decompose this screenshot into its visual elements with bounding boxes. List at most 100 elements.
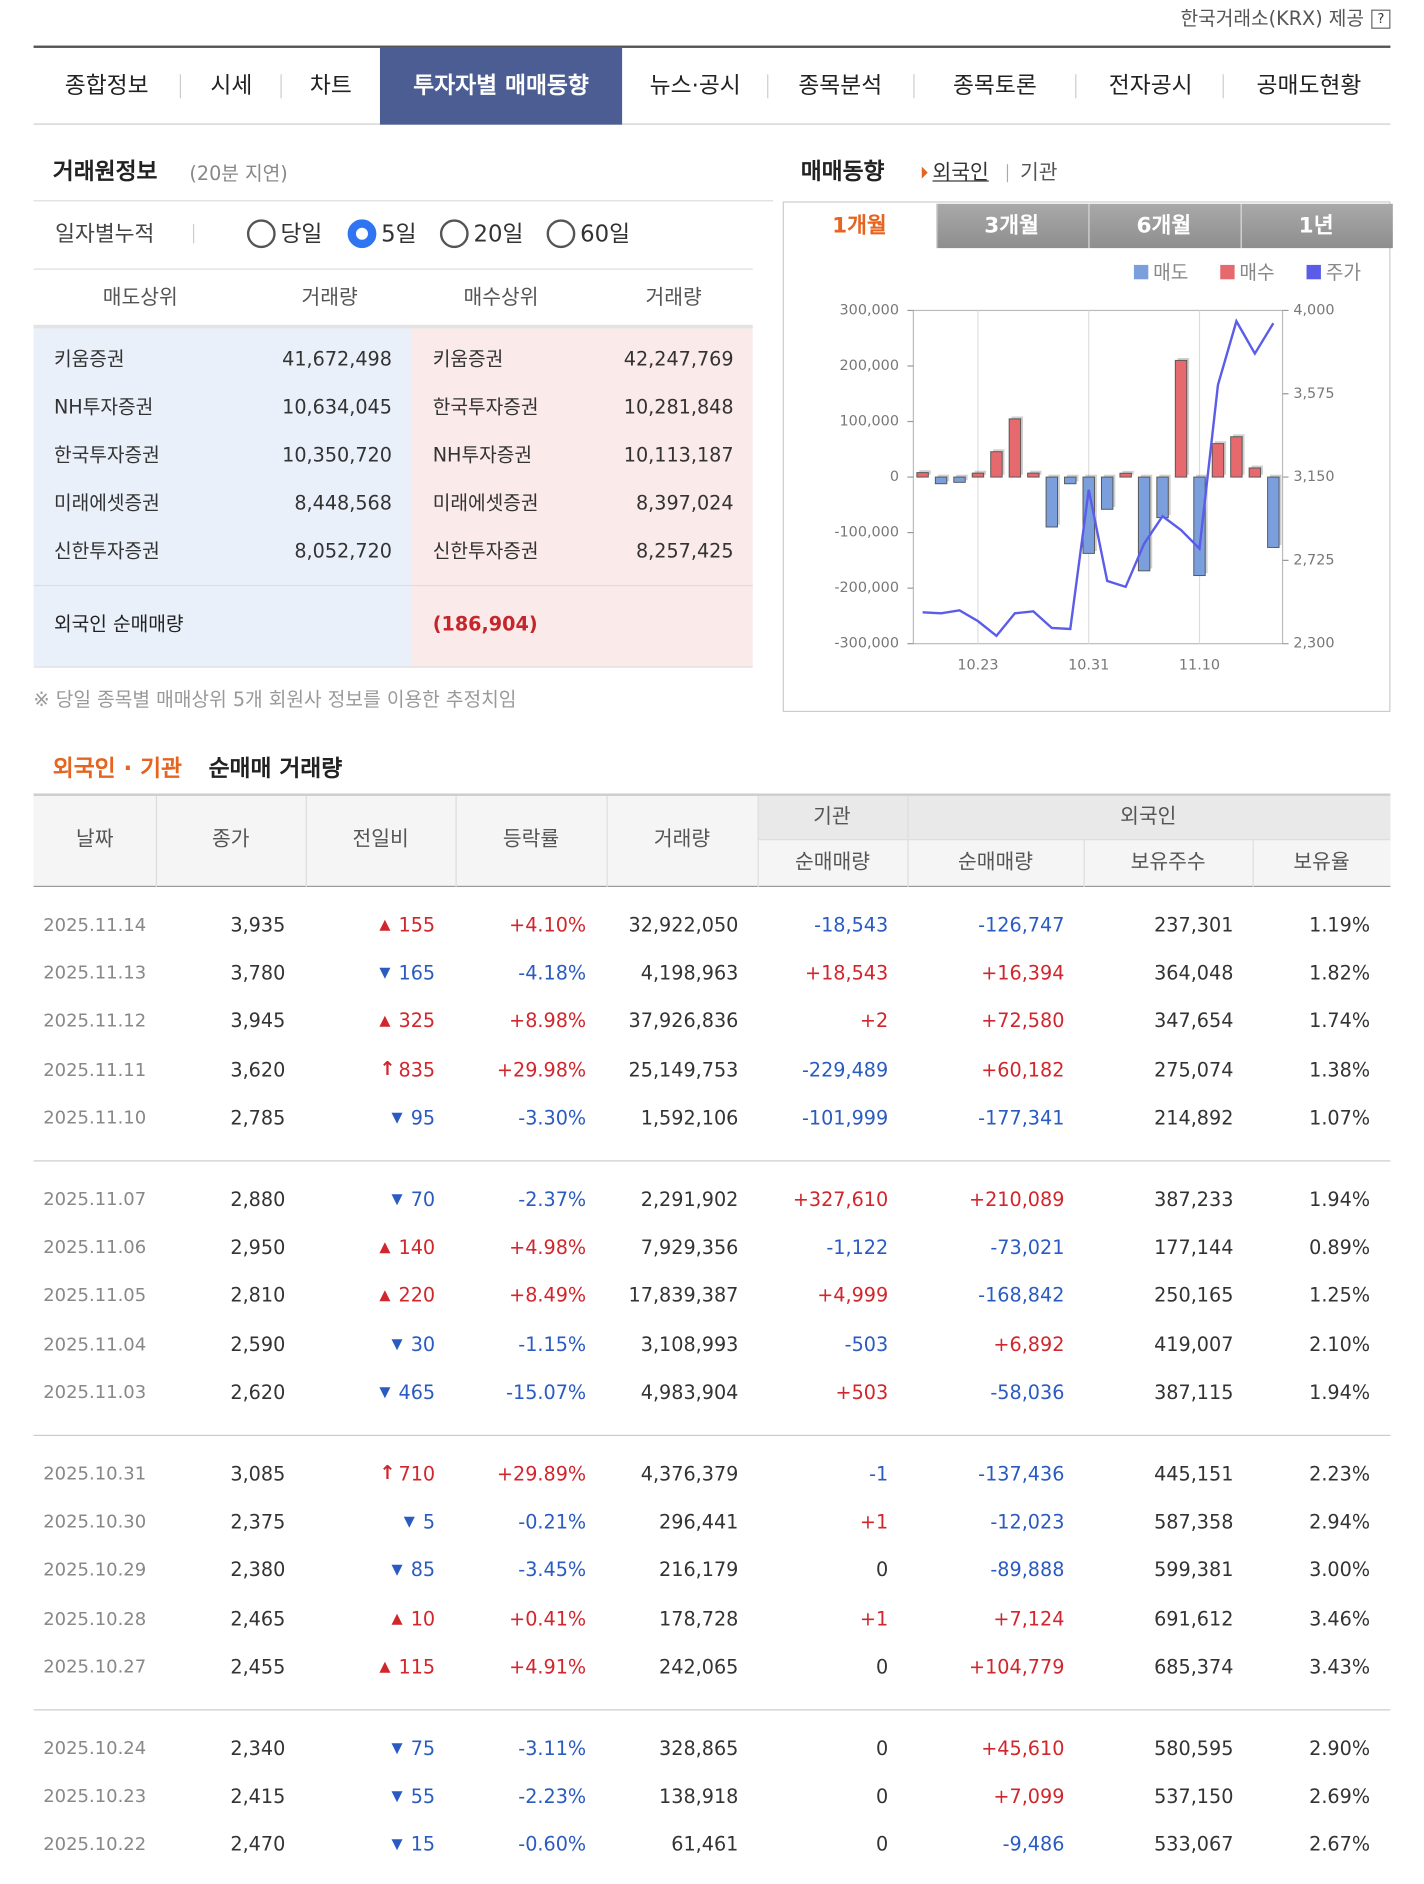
table-cell: 0.89% <box>1309 1236 1371 1259</box>
table-cell: 2.10% <box>1309 1332 1371 1356</box>
table-cell: 328,865 <box>659 1736 739 1760</box>
tab-separator <box>179 74 181 99</box>
table-cell: -9,486 <box>1002 1833 1065 1856</box>
period-radio[interactable] <box>439 219 469 249</box>
table-cell: 2025.10.31 <box>43 1462 147 1485</box>
table-cell: 216,179 <box>659 1558 739 1582</box>
table-cell: 1.74% <box>1309 1009 1371 1033</box>
table-cell: 10 <box>410 1606 436 1630</box>
table-cell: 2.90% <box>1309 1736 1371 1760</box>
table-cell: 2025.11.14 <box>43 913 147 936</box>
tab[interactable]: 종목토론 <box>952 72 1037 99</box>
table-cell: 3,085 <box>230 1462 286 1486</box>
col-divider <box>1252 839 1254 888</box>
table-cell: 25,149,753 <box>628 1057 739 1081</box>
table-cell: 2,880 <box>230 1187 286 1211</box>
period-option[interactable]: 5일 <box>381 221 417 248</box>
bar <box>916 472 929 478</box>
table-cell: 3,780 <box>230 961 286 985</box>
table-cell: 115 <box>398 1655 436 1678</box>
table-cell: 2,950 <box>230 1236 286 1259</box>
table-cell: 465 <box>398 1380 436 1404</box>
broker-name: NH투자증권 <box>53 395 154 419</box>
change-icon: ▲ <box>379 1286 391 1304</box>
bar <box>971 472 985 478</box>
divider <box>33 584 753 587</box>
table-cell: 2.94% <box>1309 1510 1371 1534</box>
table-cell: +60,182 <box>981 1057 1065 1081</box>
tab[interactable]: 종합정보 <box>64 72 149 99</box>
group-divider <box>33 1160 1391 1162</box>
broker-volume: 42,247,769 <box>623 347 734 371</box>
table-cell: +8.49% <box>509 1284 587 1307</box>
table-cell: 3,935 <box>230 913 286 937</box>
table-cell: 2025.11.07 <box>43 1188 147 1211</box>
tab[interactable]: 전자공시 <box>1108 72 1193 99</box>
tab-separator <box>1075 74 1077 99</box>
tab[interactable]: 공매도현황 <box>1256 72 1362 99</box>
col-divider <box>1083 839 1085 888</box>
table-cell: +45,610 <box>981 1736 1065 1760</box>
table-cell: 2025.10.30 <box>43 1511 147 1533</box>
buy-bg <box>411 328 753 667</box>
bar <box>1027 472 1040 478</box>
table-cell: -0.60% <box>518 1833 587 1856</box>
table-cell: 4,198,963 <box>640 961 739 985</box>
table-cell: +29.89% <box>496 1462 587 1486</box>
broker-name: 미래에셋증권 <box>53 491 160 515</box>
table-cell: 70 <box>410 1187 436 1211</box>
range-tab[interactable]: 3개월 <box>984 213 1040 239</box>
table-cell: -229,489 <box>801 1057 889 1081</box>
table-cell: 2025.10.23 <box>43 1785 147 1808</box>
change-icon: ▼ <box>391 1835 403 1853</box>
period-radio[interactable] <box>347 219 377 249</box>
range-tab[interactable]: 1개월 <box>832 213 887 239</box>
table-cell: 2025.10.29 <box>43 1559 147 1581</box>
table-cell: -1.15% <box>518 1332 587 1356</box>
table-cell: 580,595 <box>1154 1736 1234 1760</box>
foreign-net-label: 외국인 순매매량 <box>53 612 184 636</box>
section-title: 거래원정보 <box>52 158 158 186</box>
change-icon: ▼ <box>403 1512 415 1530</box>
group-header-bg <box>757 795 1391 840</box>
change-icon: ▲ <box>379 1657 391 1675</box>
table-title: 외국인 · 기관 <box>52 755 183 783</box>
period-radio[interactable] <box>246 219 276 249</box>
x-tick-label: 10.23 <box>957 657 998 673</box>
range-tab[interactable]: 1년 <box>1298 213 1334 239</box>
legend-label: 매수 <box>1239 261 1274 284</box>
y-tick-label: -200,000 <box>834 580 899 596</box>
table-cell: +0.41% <box>509 1606 587 1630</box>
tab[interactable]: 시세 <box>210 72 253 99</box>
group-header: 외국인 <box>1120 804 1177 829</box>
tab[interactable]: 종목분석 <box>798 72 883 99</box>
period-radio[interactable] <box>546 219 576 249</box>
period-option[interactable]: 당일 <box>280 221 323 248</box>
chart-box <box>782 201 1391 712</box>
bar <box>1064 476 1077 485</box>
filter[interactable]: 기관 <box>1020 161 1058 186</box>
change-icon: ▼ <box>391 1108 403 1126</box>
table-cell: 250,165 <box>1154 1284 1234 1307</box>
tab[interactable]: 차트 <box>309 72 352 99</box>
x-tick-label: 10.31 <box>1068 657 1109 673</box>
table-cell: 2025.10.24 <box>43 1737 147 1760</box>
period-option[interactable]: 20일 <box>473 221 524 248</box>
filter[interactable]: 외국인 <box>932 161 989 186</box>
tab[interactable]: 투자자별 매매동향 <box>413 72 589 99</box>
broker-volume: 10,634,045 <box>282 395 392 419</box>
divider <box>33 268 753 270</box>
period-option[interactable]: 60일 <box>580 221 631 248</box>
tab[interactable]: 뉴스·공시 <box>649 72 741 99</box>
range-tab[interactable]: 6개월 <box>1136 213 1192 239</box>
table-cell: 533,067 <box>1154 1833 1234 1856</box>
column-header: 보유주수 <box>1130 850 1206 875</box>
table-cell: 140 <box>398 1236 436 1259</box>
table-cell: 2.67% <box>1309 1833 1371 1856</box>
table-cell: +16,394 <box>981 961 1065 985</box>
delay-note: (20분 지연) <box>189 161 288 185</box>
broker-name: 신한투자증권 <box>432 539 539 563</box>
table-cell: -1,122 <box>826 1236 889 1259</box>
table-cell: 1.38% <box>1309 1057 1371 1081</box>
